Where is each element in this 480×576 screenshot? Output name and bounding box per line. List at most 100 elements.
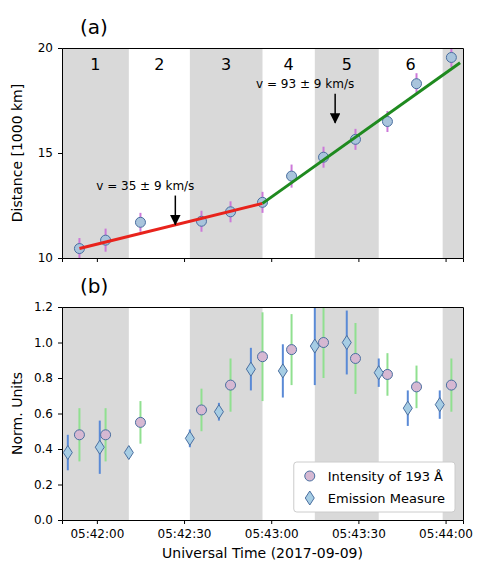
y-axis-tick-line [58, 343, 62, 344]
x-axis-tick-line [446, 258, 447, 262]
annotation-arrow [334, 94, 336, 123]
point [446, 52, 456, 62]
legend-marker [305, 491, 314, 505]
plot-area [62, 307, 463, 520]
x-axis-tick-line [358, 258, 359, 262]
band-label: 2 [154, 55, 164, 74]
panel-0: 101520123456v = 35 ± 9 km/sv = 93 ± 9 km… [9, 15, 464, 265]
point [95, 440, 104, 454]
point [412, 382, 422, 392]
y-axis-tick: 0.8 [34, 371, 62, 385]
legend: Intensity of 193 Å Emission Measure [294, 462, 455, 512]
series-errorbar [79, 48, 451, 258]
band-label: 1 [90, 55, 100, 74]
x-axis-tick-label: 05:42:30 [158, 527, 212, 541]
band [62, 307, 129, 520]
frame-top [63, 307, 464, 308]
point [287, 345, 297, 355]
x-axis-tick [271, 258, 272, 262]
band-label: 4 [284, 55, 294, 74]
y-axis-tick: 10 [38, 251, 62, 265]
y-axis: 101520 [38, 41, 63, 265]
x-axis-tick [358, 258, 359, 262]
x-axis: 05:42:00 05:42:30 05:43:00 05:43:30 05:44:00 [63, 520, 474, 541]
band [190, 307, 263, 520]
panel-title: (a) [80, 15, 108, 39]
y-axis-tick: 0.6 [34, 407, 62, 421]
series-errorbar [79, 307, 451, 461]
x-axis-tick-line [358, 520, 359, 524]
series-scatter [63, 336, 444, 460]
band [62, 48, 129, 258]
x-axis-tick [446, 258, 447, 262]
x-axis-title: Universal Time (2017-09-09) [162, 545, 363, 561]
x-axis-tick-label: 05:43:00 [245, 527, 299, 541]
point [196, 405, 206, 415]
y-axis-tick-line [58, 520, 62, 521]
y-axis-tick-label: 20 [38, 41, 53, 55]
series-scatter [74, 52, 456, 253]
x-axis-tick-line [184, 520, 185, 524]
y-axis-tick-label: 1.2 [34, 300, 53, 314]
series-scatter [74, 338, 456, 440]
y-axis-tick: 1.0 [34, 336, 62, 350]
chart-container: 101520123456v = 35 ± 9 km/sv = 93 ± 9 km… [0, 0, 480, 576]
y-axis: 0.00.20.40.60.81.01.2 [34, 300, 63, 527]
point [319, 338, 329, 348]
point [246, 362, 255, 376]
frame-right [463, 49, 464, 259]
right-frame [463, 49, 464, 259]
x-axis-tick [184, 258, 185, 262]
x-axis-tick-line [271, 258, 272, 262]
plot-area [62, 48, 463, 258]
y-axis-tick: 0.4 [34, 442, 62, 456]
band-label: 3 [221, 55, 231, 74]
legend-item: Emission Measure [305, 491, 445, 506]
point [101, 430, 111, 440]
y-axis-domain [58, 308, 63, 521]
point [226, 380, 236, 390]
x-axis-tick [97, 258, 98, 262]
y-axis-tick-label: 0.8 [34, 371, 53, 385]
x-axis-tick-line [446, 520, 447, 524]
x-axis-tick-label: 05:43:30 [332, 527, 386, 541]
point [310, 339, 319, 353]
y-axis-tick-line [58, 48, 62, 49]
top-frame [63, 307, 464, 308]
point [185, 431, 194, 445]
y-axis-title: Norm. Units [9, 372, 25, 455]
right-frame [463, 308, 464, 521]
x-axis-tick-line [97, 258, 98, 262]
y-axis-tick-label: 0.4 [34, 442, 53, 456]
point [412, 79, 422, 89]
x-axis-tick-line [97, 520, 98, 524]
band [443, 48, 463, 258]
y-axis-tick-line [58, 153, 62, 154]
series-line [79, 203, 262, 248]
x-axis-tick-label: 05:42:00 [70, 527, 124, 541]
y-axis-tick-line [58, 378, 62, 379]
point [135, 217, 145, 227]
y-axis-tick-label: 0.2 [34, 478, 53, 492]
chart-svg: 101520123456v = 35 ± 9 km/sv = 93 ± 9 km… [0, 0, 480, 576]
y-axis-tick-line [58, 258, 62, 259]
point [258, 352, 268, 362]
y-axis-tick-line [58, 414, 62, 415]
x-axis-tick-line [184, 258, 185, 262]
band-label: 6 [406, 55, 416, 74]
point [63, 446, 72, 460]
x-axis-tick-line [271, 520, 272, 524]
point [403, 401, 412, 415]
point [342, 336, 351, 350]
x-axis-domain [63, 259, 464, 263]
y-axis-title: Distance [1000 km] [9, 84, 25, 222]
legend-marker [305, 471, 315, 481]
x-axis-tick: 05:44:00 [419, 520, 473, 541]
legend-item: Intensity of 193 Å [305, 469, 443, 484]
point [214, 405, 223, 419]
point [382, 369, 392, 379]
x-axis-tick: 05:43:30 [332, 520, 386, 541]
point [435, 398, 444, 412]
y-axis-tick: 1.2 [34, 300, 62, 314]
panel-title: (b) [80, 274, 108, 298]
